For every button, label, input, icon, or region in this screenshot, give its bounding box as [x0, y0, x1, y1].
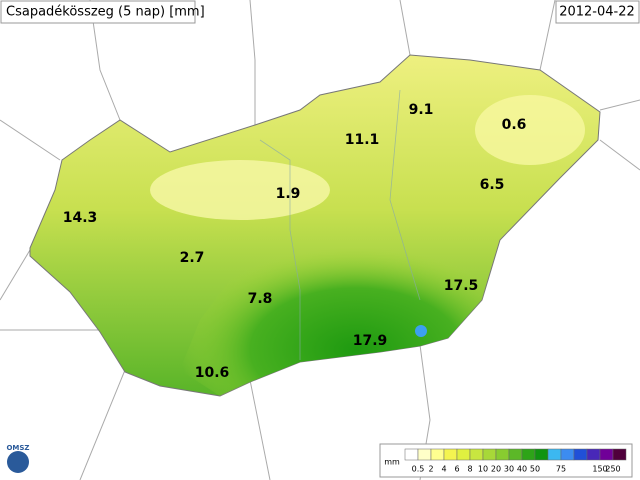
legend-swatch	[456, 448, 471, 461]
date-box	[555, 0, 640, 24]
date: 2012-04-22	[559, 5, 635, 20]
lake	[415, 325, 427, 337]
station-value: 6.5	[480, 177, 505, 193]
station-value: 14.3	[63, 210, 98, 226]
logo-icon	[7, 451, 29, 473]
legend-tick: 20	[491, 465, 501, 474]
legend-tick: 0.5	[412, 465, 425, 474]
legend-tick: 4	[441, 465, 446, 474]
legend-swatch	[534, 448, 549, 461]
legend-swatch	[599, 448, 614, 461]
station-value: 11.1	[345, 132, 380, 148]
legend-swatch	[404, 448, 419, 461]
legend-swatch	[573, 448, 588, 461]
legend-swatch	[508, 448, 523, 461]
legend-tick: 75	[556, 465, 566, 474]
station-value: 1.9	[276, 186, 301, 202]
station-value: 2.7	[180, 250, 205, 266]
legend-swatch	[417, 448, 432, 461]
legend-swatch	[586, 448, 601, 461]
legend-swatch	[612, 448, 627, 461]
station-value: 17.5	[444, 278, 479, 294]
country-wet	[180, 210, 500, 396]
legend-swatch	[521, 448, 536, 461]
logo: OMSZ	[6, 444, 29, 452]
station-value: 9.1	[409, 102, 434, 118]
legend-unit: mm	[384, 458, 400, 467]
legend-tick: 2	[428, 465, 433, 474]
legend-swatch	[443, 448, 458, 461]
legend-tick: 40	[517, 465, 527, 474]
station-value: 17.9	[353, 333, 388, 349]
legend-swatch	[482, 448, 497, 461]
legend-tick: 30	[504, 465, 514, 474]
legend-tick: 8	[467, 465, 472, 474]
rivers	[259, 89, 421, 360]
dry-area	[475, 95, 585, 165]
legend-swatch	[469, 448, 484, 461]
legend-tick: 250	[605, 465, 620, 474]
title-box	[0, 0, 196, 24]
dry-area	[150, 160, 330, 220]
station-value: 10.6	[195, 365, 230, 381]
legend-tick: 150	[592, 465, 607, 474]
legend-tick: 10	[478, 465, 488, 474]
title: Csapadékösszeg (5 nap) [mm]	[6, 5, 205, 20]
legend-tick: 50	[530, 465, 540, 474]
legend-swatch	[547, 448, 562, 461]
station-value: 0.6	[502, 117, 527, 133]
station-value: 7.8	[248, 291, 273, 307]
legend-swatch	[495, 448, 510, 461]
legend-tick: 6	[454, 465, 459, 474]
legend-swatch	[430, 448, 445, 461]
legend-swatch	[560, 448, 575, 461]
